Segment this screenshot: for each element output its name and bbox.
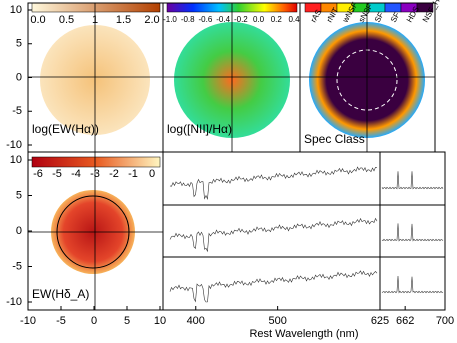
colorbar-label: -6 <box>33 168 43 180</box>
colorbar-label: 0.4 <box>288 15 300 24</box>
y-tick-label: -10 <box>6 296 22 308</box>
spectra <box>169 166 444 303</box>
spectrum <box>169 166 378 201</box>
colorbar-label: SF <box>389 11 402 24</box>
x-tick-label: 10 <box>154 315 166 327</box>
colorbar-label: 2.0 <box>144 14 159 26</box>
colorbar-label: -3 <box>90 168 100 180</box>
x-tick-label: 662 <box>396 315 414 327</box>
colorbar-label: -0.4 <box>216 15 230 24</box>
x-tick-label: 700 <box>436 315 454 327</box>
y-tick-label: 5 <box>16 38 22 50</box>
colorbar-label: -1 <box>128 168 138 180</box>
x-tick-label: 0 <box>91 315 97 327</box>
y-tick-label: 10 <box>10 4 22 16</box>
panel-label: EW(Hδ_A) <box>32 287 89 301</box>
spectrum <box>381 223 444 242</box>
colorbar-label: -5 <box>52 168 62 180</box>
colorbar-label: -0.8 <box>181 15 195 24</box>
x-tick-label: 625 <box>371 315 389 327</box>
colorbar-label: -1.0 <box>163 15 177 24</box>
colorbar-label: -0.2 <box>234 15 248 24</box>
colorbar-label: 0.2 <box>271 15 283 24</box>
spectrum <box>169 270 378 303</box>
spectrum <box>381 275 444 294</box>
x-tick-label: 500 <box>268 315 286 327</box>
panel-label: log([NII]/Hα) <box>167 122 232 136</box>
colorbar-label: 0.0 <box>30 14 45 26</box>
x-tick-label: -5 <box>56 315 66 327</box>
colorbar-label: -4 <box>71 168 81 180</box>
colorbar-label: 1 <box>92 14 98 26</box>
y-tick-label: -5 <box>12 260 22 272</box>
x-tick-label: 400 <box>187 315 205 327</box>
colorbar-label: 1.5 <box>116 14 131 26</box>
y-tick-label: -10 <box>6 139 22 151</box>
y-tick-label: 5 <box>16 189 22 201</box>
panel-label: log(EW(Hα)) <box>32 122 99 136</box>
x-tick-label: -10 <box>20 315 36 327</box>
colorbar-label: 0 <box>149 168 155 180</box>
y-tick-label: 10 <box>10 154 22 166</box>
colorbar-label: 0.0 <box>253 15 265 24</box>
spectrum <box>169 217 378 253</box>
colorbar-label: -0.6 <box>199 15 213 24</box>
y-tick-label: 0 <box>16 71 22 83</box>
panel-label: Spec Class <box>304 132 365 146</box>
frames <box>27 2 446 311</box>
colorbar-label: 0.5 <box>59 14 74 26</box>
y-tick-label: 0 <box>16 225 22 237</box>
x-tick-label: 5 <box>124 315 130 327</box>
x-axis-label: Rest Wavelength (nm) <box>249 328 358 340</box>
spectrum <box>381 171 444 190</box>
colorbar-label: -2 <box>109 168 119 180</box>
y-tick-label: -5 <box>12 105 22 117</box>
colorbar-label: SF <box>373 11 386 24</box>
